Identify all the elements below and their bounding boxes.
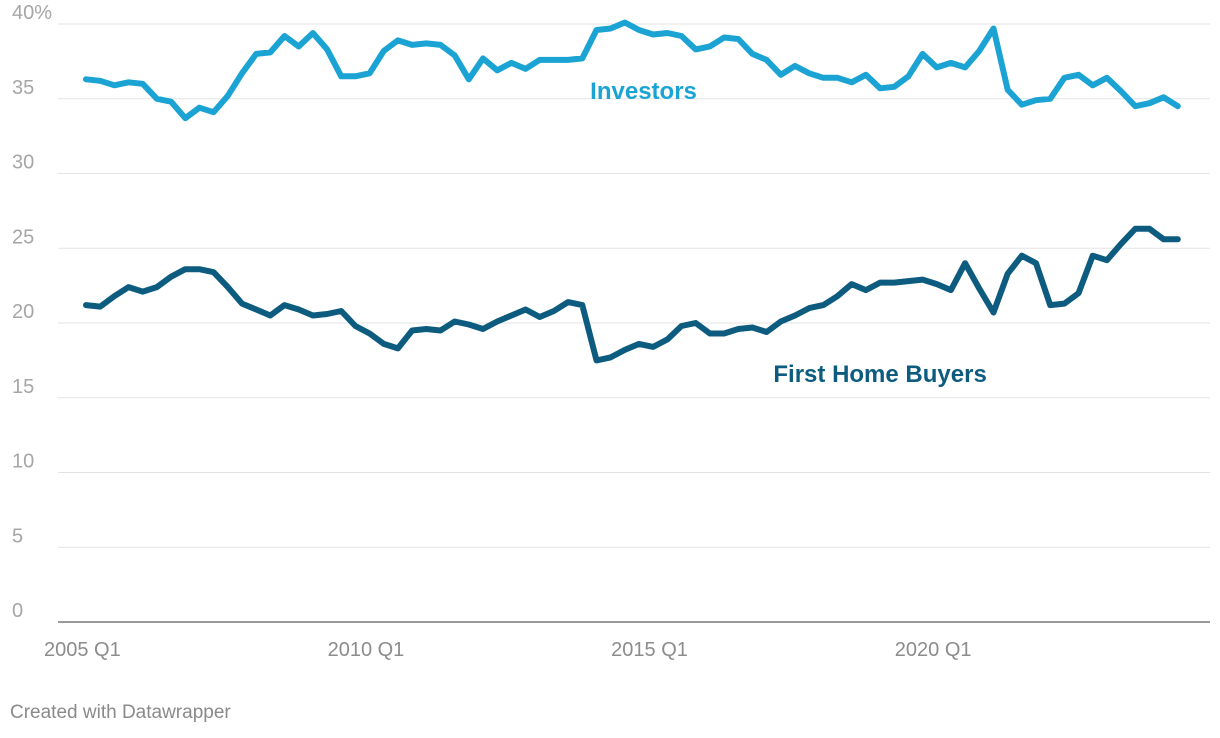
y-tick-label: 25: [12, 226, 34, 248]
x-tick-label: 2010 Q1: [328, 639, 405, 661]
y-tick-label: 0: [12, 600, 23, 622]
y-axis-ticks: 0 5 10 15 20 25 30 35 40%: [12, 2, 52, 622]
series-label-investors: Investors: [590, 78, 697, 105]
y-tick-label: 35: [12, 77, 34, 99]
series-lines: [83, 19, 1181, 364]
y-tick-label: 10: [12, 451, 34, 473]
gridlines: [58, 23, 1210, 623]
x-tick-label: 2020 Q1: [895, 639, 972, 661]
x-tick-label: 2015 Q1: [611, 639, 688, 661]
x-axis-ticks: 2005 Q1 2010 Q1 2015 Q1 2020 Q1: [44, 639, 972, 661]
y-tick-label: 15: [12, 376, 34, 398]
series-labels: Investors First Home Buyers: [590, 78, 987, 388]
y-tick-label: 30: [12, 152, 34, 174]
credit-text: Created with Datawrapper: [10, 702, 231, 723]
y-tick-label: 5: [12, 525, 23, 547]
series-line-investors: [83, 19, 1181, 122]
y-tick-label: 20: [12, 301, 34, 323]
y-tick-label: 40%: [12, 2, 52, 24]
x-tick-label: 2005 Q1: [44, 639, 121, 661]
series-line-first-home-buyers: [83, 225, 1181, 364]
series-label-first-home-buyers: First Home Buyers: [773, 361, 986, 388]
